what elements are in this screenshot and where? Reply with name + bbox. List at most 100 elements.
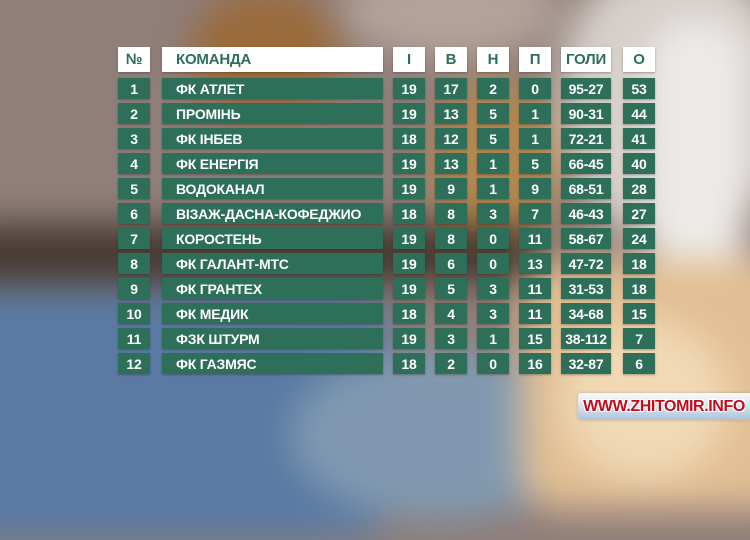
cell-games-played: 18 (393, 203, 425, 224)
cell-goals: 31-53 (561, 278, 611, 299)
cell-games-played: 19 (393, 278, 425, 299)
table-row: 5 ВОДОКАНАЛ 19 9 1 9 68-51 28 (118, 178, 655, 199)
table-row: 10 ФК МЕДИК 18 4 3 11 34-68 15 (118, 303, 655, 324)
cell-losses: 0 (519, 78, 551, 99)
cell-wins: 13 (435, 103, 467, 124)
cell-games-played: 19 (393, 153, 425, 174)
cell-team-name: КОРОСТЕНЬ (162, 228, 383, 249)
cell-games-played: 18 (393, 128, 425, 149)
cell-draws: 1 (477, 153, 509, 174)
cell-points: 40 (623, 153, 655, 174)
cell-losses: 1 (519, 103, 551, 124)
cell-position: 9 (118, 278, 150, 299)
table-row: 12 ФК ГАЗМЯС 18 2 0 16 32-87 6 (118, 353, 655, 374)
cell-wins: 8 (435, 203, 467, 224)
cell-games-played: 18 (393, 353, 425, 374)
cell-team-name: ФК ГРАНТЕХ (162, 278, 383, 299)
cell-points: 24 (623, 228, 655, 249)
cell-wins: 13 (435, 153, 467, 174)
cell-position: 8 (118, 253, 150, 274)
cell-goals: 46-43 (561, 203, 611, 224)
cell-position: 10 (118, 303, 150, 324)
cell-games-played: 18 (393, 303, 425, 324)
table-header-row: № КОМАНДА І В Н П ГОЛИ О (118, 47, 655, 72)
cell-wins: 6 (435, 253, 467, 274)
cell-wins: 9 (435, 178, 467, 199)
table-row: 2 ПРОМІНЬ 19 13 5 1 90-31 44 (118, 103, 655, 124)
cell-goals: 72-21 (561, 128, 611, 149)
cell-draws: 5 (477, 128, 509, 149)
cell-draws: 3 (477, 203, 509, 224)
cell-losses: 1 (519, 128, 551, 149)
table-row: 11 ФЗК ШТУРМ 19 3 1 15 38-112 7 (118, 328, 655, 349)
cell-draws: 5 (477, 103, 509, 124)
cell-points: 6 (623, 353, 655, 374)
cell-goals: 58-67 (561, 228, 611, 249)
cell-position: 1 (118, 78, 150, 99)
standings-body: 1 ФК АТЛЕТ 19 17 2 0 95-27 53 2 ПРОМІНЬ 19 13 5 1 90-3… (118, 78, 655, 374)
header-goals: ГОЛИ (561, 47, 611, 72)
cell-losses: 11 (519, 303, 551, 324)
table-row: 1 ФК АТЛЕТ 19 17 2 0 95-27 53 (118, 78, 655, 99)
cell-wins: 4 (435, 303, 467, 324)
cell-position: 7 (118, 228, 150, 249)
cell-draws: 0 (477, 228, 509, 249)
cell-losses: 16 (519, 353, 551, 374)
cell-goals: 38-112 (561, 328, 611, 349)
cell-wins: 5 (435, 278, 467, 299)
cell-team-name: ФК АТЛЕТ (162, 78, 383, 99)
table-row: 3 ФК ІНБЕВ 18 12 5 1 72-21 41 (118, 128, 655, 149)
cell-goals: 68-51 (561, 178, 611, 199)
cell-wins: 17 (435, 78, 467, 99)
cell-wins: 2 (435, 353, 467, 374)
header-games-played: І (393, 47, 425, 72)
cell-games-played: 19 (393, 328, 425, 349)
cell-team-name: ФЗК ШТУРМ (162, 328, 383, 349)
cell-team-name: ФК ГАЗМЯС (162, 353, 383, 374)
cell-points: 27 (623, 203, 655, 224)
cell-games-played: 19 (393, 103, 425, 124)
cell-losses: 11 (519, 278, 551, 299)
header-wins: В (435, 47, 467, 72)
cell-position: 11 (118, 328, 150, 349)
table-row: 7 КОРОСТЕНЬ 19 8 0 11 58-67 24 (118, 228, 655, 249)
cell-goals: 95-27 (561, 78, 611, 99)
table-row: 6 ВІЗАЖ-ДАСНА-КОФЕДЖИО 18 8 3 7 46-43 27 (118, 203, 655, 224)
cell-position: 6 (118, 203, 150, 224)
table-row: 8 ФК ГАЛАНТ-МТС 19 6 0 13 47-72 18 (118, 253, 655, 274)
cell-games-played: 19 (393, 78, 425, 99)
cell-team-name: ФК МЕДИК (162, 303, 383, 324)
table-row: 9 ФК ГРАНТЕХ 19 5 3 11 31-53 18 (118, 278, 655, 299)
header-team: КОМАНДА (162, 47, 383, 72)
cell-points: 28 (623, 178, 655, 199)
cell-losses: 9 (519, 178, 551, 199)
cell-draws: 0 (477, 253, 509, 274)
cell-losses: 7 (519, 203, 551, 224)
cell-points: 18 (623, 253, 655, 274)
cell-team-name: ВОДОКАНАЛ (162, 178, 383, 199)
cell-points: 44 (623, 103, 655, 124)
cell-goals: 47-72 (561, 253, 611, 274)
cell-points: 18 (623, 278, 655, 299)
cell-goals: 90-31 (561, 103, 611, 124)
cell-team-name: ПРОМІНЬ (162, 103, 383, 124)
cell-draws: 3 (477, 303, 509, 324)
cell-wins: 8 (435, 228, 467, 249)
cell-position: 12 (118, 353, 150, 374)
cell-points: 53 (623, 78, 655, 99)
cell-goals: 66-45 (561, 153, 611, 174)
header-losses: П (519, 47, 551, 72)
cell-position: 2 (118, 103, 150, 124)
cell-losses: 11 (519, 228, 551, 249)
cell-team-name: ФК ІНБЕВ (162, 128, 383, 149)
cell-losses: 15 (519, 328, 551, 349)
cell-wins: 12 (435, 128, 467, 149)
cell-draws: 0 (477, 353, 509, 374)
cell-team-name: ФК ГАЛАНТ-МТС (162, 253, 383, 274)
cell-draws: 2 (477, 78, 509, 99)
cell-goals: 32-87 (561, 353, 611, 374)
header-position: № (118, 47, 150, 72)
league-standings-table: № КОМАНДА І В Н П ГОЛИ О 1 ФК АТЛЕТ 19 17 2 0… (118, 47, 655, 378)
cell-team-name: ВІЗАЖ-ДАСНА-КОФЕДЖИО (162, 203, 383, 224)
watermark-banner: WWW.ZHITOMIR.INFO (578, 393, 750, 420)
